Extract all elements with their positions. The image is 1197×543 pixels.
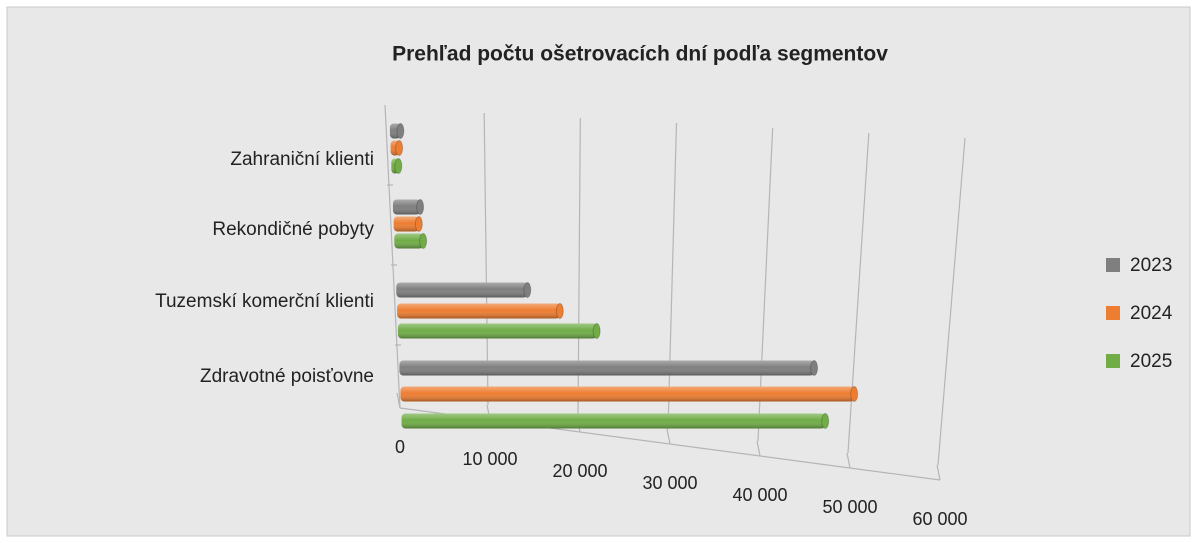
y-tick-label: Rekondičné pobyty bbox=[212, 219, 374, 240]
bar bbox=[390, 140, 404, 156]
bar-part bbox=[555, 303, 564, 319]
bar-part bbox=[850, 386, 859, 402]
bar bbox=[401, 413, 830, 429]
bar-part bbox=[419, 233, 428, 249]
x-tick-label: 30 000 bbox=[642, 473, 697, 493]
y-tick-label: Zahraniční klienti bbox=[230, 149, 374, 170]
bar bbox=[397, 303, 564, 319]
grid-line bbox=[483, 112, 489, 406]
bar-part bbox=[414, 216, 423, 232]
bar bbox=[396, 282, 532, 298]
bar bbox=[392, 199, 425, 215]
x-tick-label: 0 bbox=[395, 437, 405, 457]
bar-part bbox=[395, 140, 404, 156]
bar-part bbox=[592, 323, 601, 339]
x-tick-label: 40 000 bbox=[732, 485, 787, 505]
bar-part bbox=[523, 282, 532, 298]
legend-swatch bbox=[1106, 354, 1120, 368]
axis-line bbox=[384, 104, 401, 409]
y-tick-label: Zdravotné poisťovne bbox=[200, 366, 374, 387]
bar bbox=[391, 158, 403, 174]
bar-part bbox=[416, 199, 425, 215]
bar-part bbox=[392, 199, 421, 215]
legend-label: 2025 bbox=[1130, 351, 1172, 372]
chart-background bbox=[6, 6, 1191, 537]
bar-part bbox=[400, 386, 855, 402]
tick-mark bbox=[756, 440, 761, 457]
legend-label: 2023 bbox=[1130, 255, 1172, 276]
bar-part bbox=[399, 360, 815, 376]
chart-title: Prehľad počtu ošetrovacích dní podľa seg… bbox=[392, 43, 888, 66]
grid-line bbox=[937, 137, 966, 466]
bar-part bbox=[393, 216, 419, 232]
x-tick-label: 20 000 bbox=[552, 461, 607, 481]
tick-mark bbox=[936, 464, 941, 481]
legend-label: 2024 bbox=[1130, 303, 1173, 324]
grid-line bbox=[667, 122, 678, 430]
bar bbox=[400, 386, 859, 402]
tick-mark bbox=[396, 392, 401, 409]
bar-part bbox=[394, 233, 424, 249]
legend-swatch bbox=[1106, 306, 1120, 320]
bar-part bbox=[401, 413, 826, 429]
bar-part bbox=[394, 158, 403, 174]
bar-part bbox=[396, 282, 528, 298]
y-tick-label: Tuzemskí komerční klienti bbox=[155, 291, 374, 312]
bar bbox=[397, 323, 601, 339]
x-tick-label: 50 000 bbox=[822, 497, 877, 517]
legend-swatch bbox=[1106, 258, 1120, 272]
bar-part bbox=[821, 413, 830, 429]
bar bbox=[389, 123, 405, 139]
bar bbox=[393, 216, 423, 232]
tick-mark bbox=[846, 452, 851, 469]
bar-part bbox=[810, 360, 819, 376]
bar-part bbox=[397, 303, 560, 319]
tick-mark bbox=[666, 428, 671, 445]
bar bbox=[394, 233, 428, 249]
bar-part bbox=[397, 323, 597, 339]
x-tick-label: 10 000 bbox=[462, 449, 517, 469]
x-tick-label: 60 000 bbox=[912, 509, 967, 529]
bar bbox=[399, 360, 819, 376]
bar-part bbox=[396, 123, 405, 139]
